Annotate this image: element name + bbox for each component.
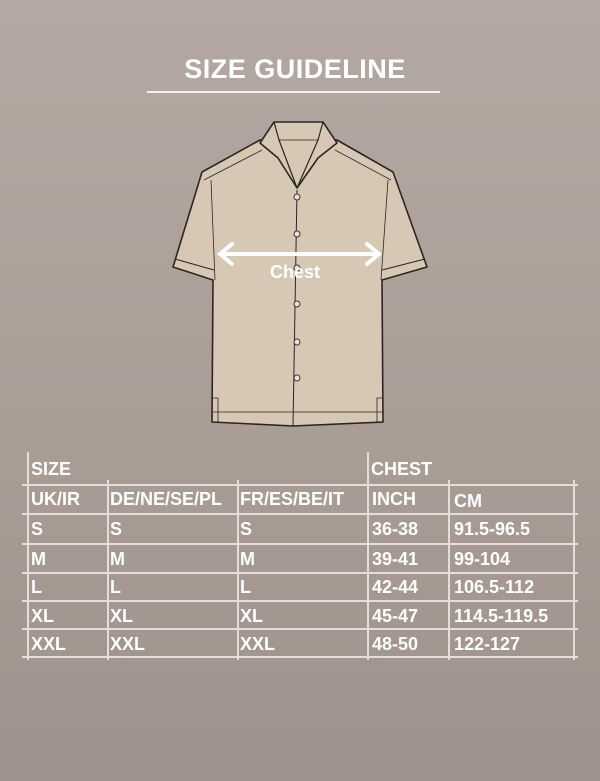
table-cell: 122-127 xyxy=(454,634,521,654)
column-header: INCH xyxy=(372,489,416,509)
table-cell: M xyxy=(110,549,125,569)
table-cell: M xyxy=(31,549,46,569)
column-header: CM xyxy=(454,491,482,511)
table-cell: XXL xyxy=(31,634,67,654)
column-header: FR/ES/BE/IT xyxy=(240,489,345,509)
table-cell: L xyxy=(31,577,42,597)
table-cell: 48-50 xyxy=(372,634,419,654)
chest-label: Chest xyxy=(270,262,320,282)
table-cell: XL xyxy=(31,606,55,626)
table-cell: 36-38 xyxy=(372,519,419,539)
table-cell: 91.5-96.5 xyxy=(454,519,531,539)
table-cell: XL xyxy=(240,606,264,626)
table-cell: L xyxy=(110,577,121,597)
shirt-illustration: Chest xyxy=(172,121,428,427)
table-cell: 114.5-119.5 xyxy=(454,606,549,626)
table-cell: S xyxy=(110,519,123,539)
chest-group-header: CHEST xyxy=(371,459,433,479)
title-underline xyxy=(147,91,440,93)
table-cell: XL xyxy=(110,606,134,626)
column-header: UK/IR xyxy=(31,489,80,509)
table-cell: M xyxy=(240,549,255,569)
shirt-collar xyxy=(259,121,338,189)
table-cell: 42-44 xyxy=(372,577,419,597)
table-cell: 45-47 xyxy=(372,606,419,626)
table-cell: S xyxy=(31,519,44,539)
table-cell: XXL xyxy=(240,634,276,654)
table-cell: 99-104 xyxy=(454,549,511,569)
chest-arrow xyxy=(216,242,383,266)
table-cell: L xyxy=(240,577,251,597)
table-cell: 39-41 xyxy=(372,549,419,569)
column-header: DE/NE/SE/PL xyxy=(110,489,223,509)
table-cell: XXL xyxy=(110,634,146,654)
table-cell: S xyxy=(240,519,253,539)
size-group-header: SIZE xyxy=(31,459,72,479)
shirt-body xyxy=(172,139,428,427)
table-cell: 106.5-112 xyxy=(454,577,535,597)
page-title: SIZE GUIDELINE xyxy=(184,54,406,84)
